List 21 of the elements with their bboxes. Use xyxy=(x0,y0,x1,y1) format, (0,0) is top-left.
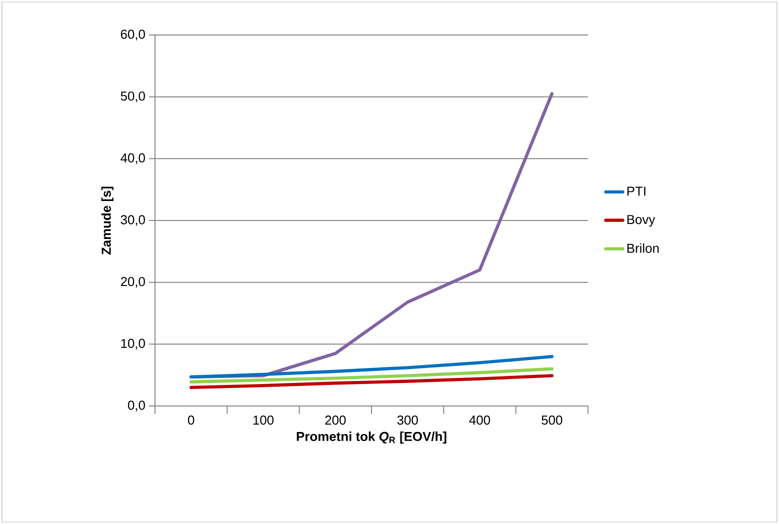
x-tick-label: 400 xyxy=(469,416,490,425)
line-series xyxy=(189,367,554,384)
legend-label: Brilon xyxy=(627,243,659,253)
x-axis-title: Prometni tok Q$_{R}$ [EOV/h] xyxy=(296,432,446,444)
y-tick-label: 40,0 xyxy=(120,153,145,164)
line-series xyxy=(189,374,554,390)
line-series xyxy=(189,354,554,379)
y-tick-label: 10,0 xyxy=(121,338,145,350)
x-tick-label: 0 xyxy=(188,416,194,425)
y-tick-label: 60,0 xyxy=(120,30,145,40)
legend-label: PTI xyxy=(627,186,646,196)
legend-label: Bovy xyxy=(627,215,656,227)
x-tick-label: 300 xyxy=(397,416,418,425)
x-tick-label: 500 xyxy=(542,416,562,425)
y-tick-label: 0,0 xyxy=(128,400,145,412)
x-tick-label: 200 xyxy=(325,416,346,425)
y-tick-label: 20,0 xyxy=(120,276,145,288)
y-tick-label: 50,0 xyxy=(120,91,145,102)
y-axis-title: Zamude [s] xyxy=(101,186,114,255)
x-tick-label: 100 xyxy=(253,416,274,425)
y-tick-label: 30,0 xyxy=(120,215,145,226)
